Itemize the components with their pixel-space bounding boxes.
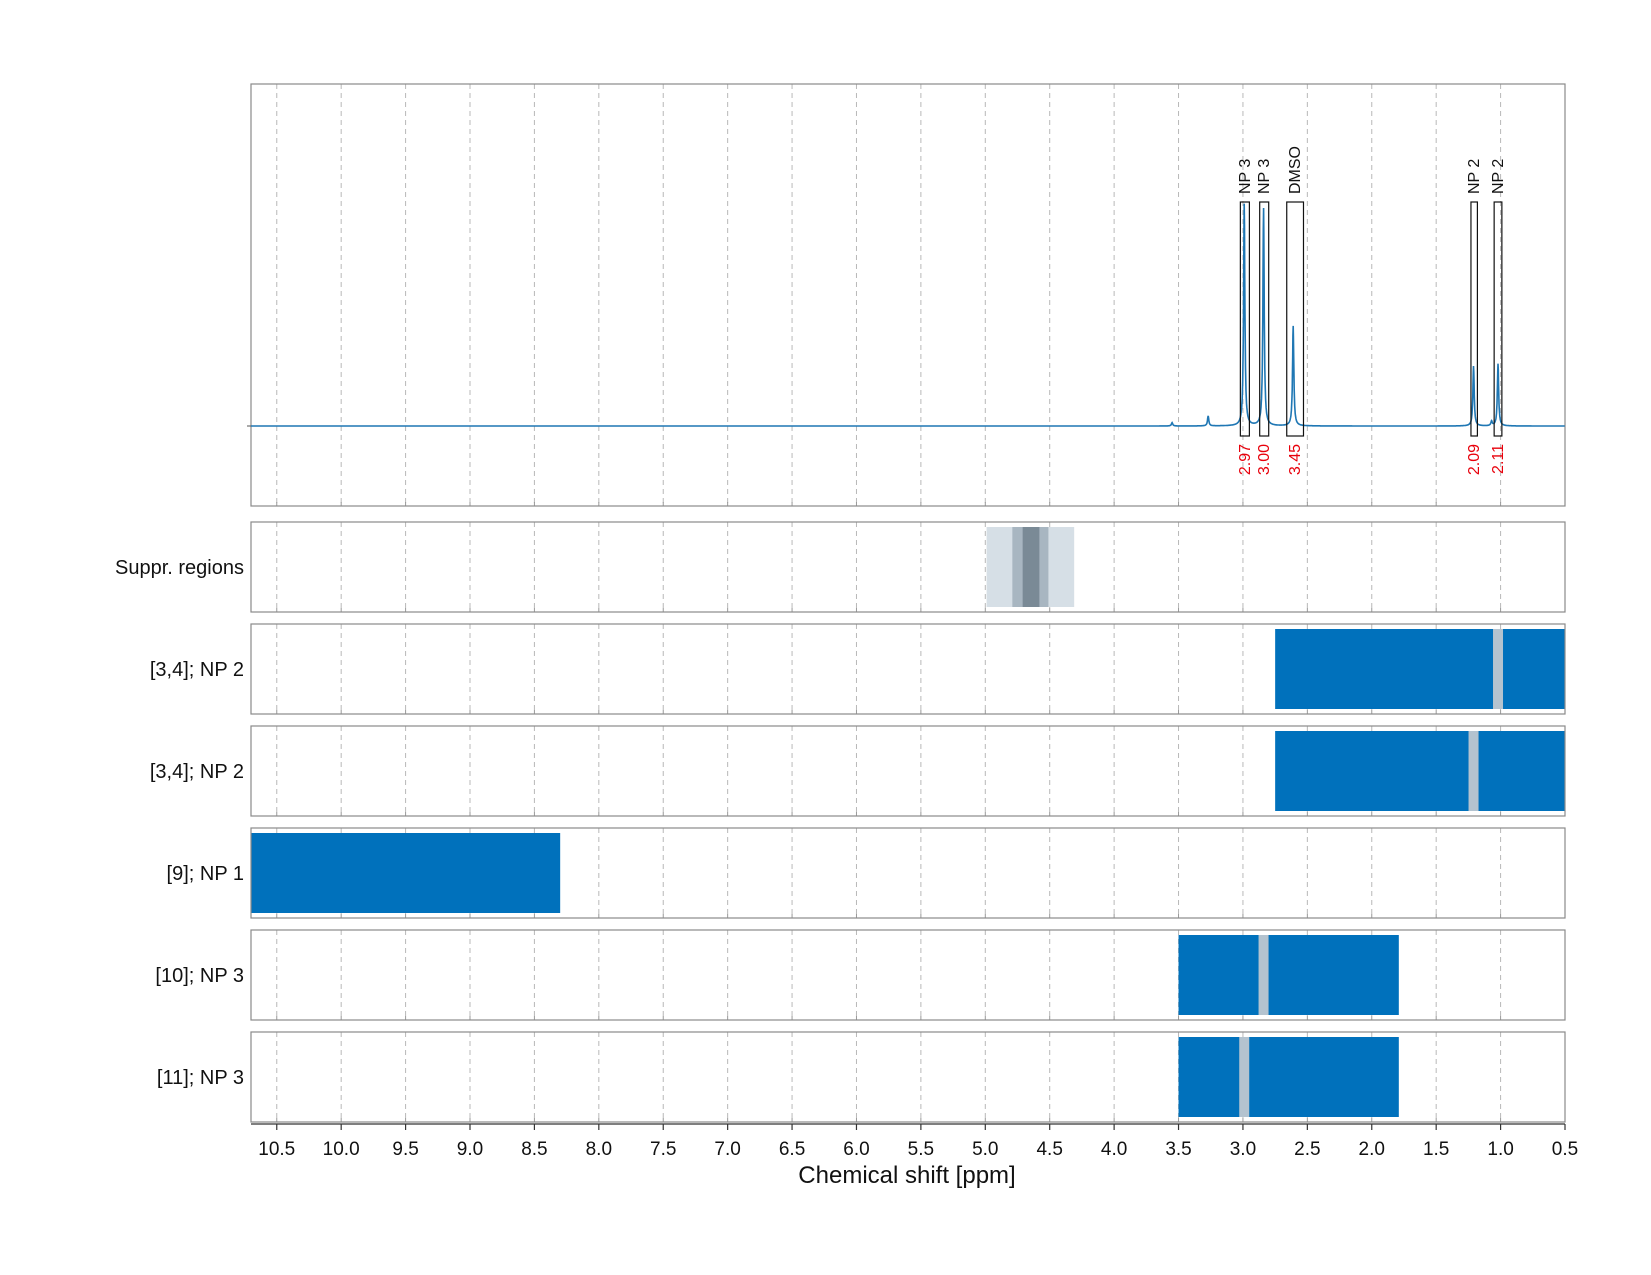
peak-annotation-box — [1259, 201, 1270, 437]
x-tick-label: 9.5 — [392, 1139, 418, 1160]
x-tick-label: 0.5 — [1552, 1139, 1578, 1160]
x-tick-label: 7.5 — [650, 1139, 676, 1160]
region-track-label: [9]; NP 1 — [167, 863, 244, 885]
peak-annotation-value: 2.11 — [1490, 444, 1507, 474]
peak-annotation-label: NP 2 — [1466, 159, 1483, 194]
region-track-label: [10]; NP 3 — [155, 965, 244, 987]
suppr-track-label: Suppr. regions — [115, 557, 244, 579]
region-bar — [1178, 1037, 1399, 1117]
peak-annotation-value: 2.09 — [1466, 444, 1483, 475]
peak-annotation-label: DMSO — [1287, 146, 1304, 194]
peak-annotation-label: NP 3 — [1237, 159, 1254, 194]
x-tick-label: 8.0 — [586, 1139, 612, 1160]
x-tick-label: 1.5 — [1423, 1139, 1449, 1160]
x-tick-label: 3.5 — [1165, 1139, 1191, 1160]
peak-annotation-box — [1286, 201, 1305, 437]
x-tick-label: 2.5 — [1294, 1139, 1320, 1160]
peak-annotation-box — [1493, 201, 1503, 437]
region-track-label: [3,4]; NP 2 — [150, 761, 244, 783]
region-track-frame — [250, 827, 1566, 919]
region-bar — [1275, 629, 1565, 709]
suppr-track-frame — [250, 521, 1566, 613]
region-track-frame — [250, 623, 1566, 715]
spectrum-line — [251, 203, 1565, 427]
x-tick-label: 4.0 — [1101, 1139, 1127, 1160]
x-tick-label: 9.0 — [457, 1139, 483, 1160]
peak-annotation-label: NP 3 — [1256, 159, 1273, 194]
x-tick-label: 6.0 — [843, 1139, 869, 1160]
x-axis-label: Chemical shift [ppm] — [798, 1162, 1015, 1189]
region-track-label: [11]; NP 3 — [157, 1067, 244, 1089]
region-track-frame — [250, 929, 1566, 1021]
spectrum-frame — [250, 83, 1566, 507]
x-tick-label: 5.0 — [972, 1139, 998, 1160]
x-tick-label: 7.0 — [714, 1139, 740, 1160]
peak-annotation-box — [1239, 201, 1250, 437]
x-tick-label: 4.5 — [1036, 1139, 1062, 1160]
peak-annotation-box — [1470, 201, 1479, 437]
peak-annotation-label: NP 2 — [1490, 159, 1507, 194]
region-track-frame — [250, 725, 1566, 817]
x-tick-label: 6.5 — [779, 1139, 805, 1160]
x-tick-label: 2.0 — [1359, 1139, 1385, 1160]
peak-annotation-value: 3.45 — [1287, 444, 1304, 475]
region-gap — [1493, 629, 1504, 709]
x-tick-label: 3.0 — [1230, 1139, 1256, 1160]
x-tick-label: 10.0 — [323, 1139, 360, 1160]
region-track-frame — [250, 1031, 1566, 1123]
region-gap — [1468, 731, 1479, 811]
x-tick-label: 8.5 — [521, 1139, 547, 1160]
spectrum-panel: NP 3 2.97 NP 3 3.00 DMSO 3.45 NP 2 2.09 NP 2 2.11 — [247, 83, 1566, 507]
x-tick-label: 5.5 — [908, 1139, 934, 1160]
region-gap — [1239, 1037, 1250, 1117]
suppr-band — [1022, 527, 1040, 607]
x-axis: 10.5 10.0 9.5 9.0 8.5 8.0 7.5 7.0 6.5 6.0 5.5 5.0 4.… — [251, 1123, 1578, 1160]
x-tick-label: 1.0 — [1487, 1139, 1513, 1160]
region-bar — [1178, 935, 1399, 1015]
region-bar — [1275, 731, 1565, 811]
x-tick-label: 10.5 — [258, 1139, 295, 1160]
region-bar — [251, 833, 561, 913]
peak-annotation-value: 2.97 — [1237, 444, 1254, 475]
region-gap — [1258, 935, 1269, 1015]
region-tracks: Suppr. regions [3,4]; NP 2 [3,4]; NP 2 [9];… — [115, 521, 1566, 1123]
region-track-label: [3,4]; NP 2 — [150, 659, 244, 681]
peak-annotation-value: 3.00 — [1256, 444, 1273, 475]
